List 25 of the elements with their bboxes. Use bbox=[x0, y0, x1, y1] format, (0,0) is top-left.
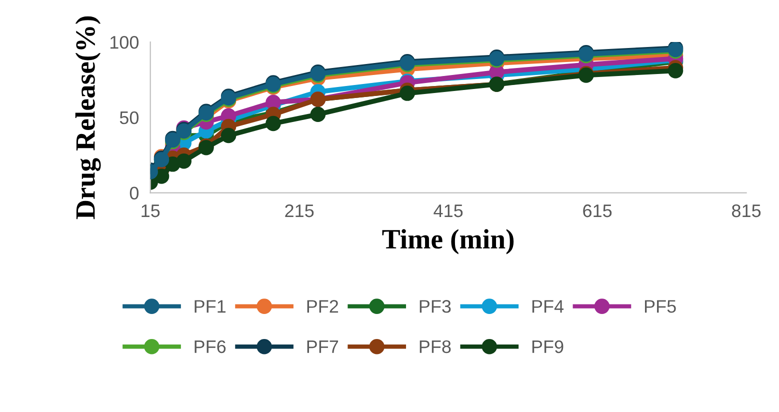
legend-label: PF5 bbox=[644, 300, 676, 313]
point bbox=[176, 154, 192, 169]
x-tick-label: 615 bbox=[583, 204, 612, 218]
y-tick-label: 0 bbox=[130, 186, 139, 200]
y-tick-label: 100 bbox=[110, 36, 139, 49]
legend-label: PF6 bbox=[194, 340, 226, 354]
legend-label: PF3 bbox=[420, 300, 451, 313]
legend-label: PF2 bbox=[307, 300, 338, 313]
legend-label: PF7 bbox=[307, 340, 338, 353]
legend-label: PF1 bbox=[194, 300, 226, 313]
x-tick-label: 815 bbox=[732, 204, 761, 218]
point bbox=[400, 86, 415, 101]
legend-label: PF8 bbox=[420, 340, 451, 354]
point bbox=[310, 106, 326, 122]
y-tick-label: 50 bbox=[120, 111, 139, 124]
x-axis-title: Time (min) bbox=[382, 229, 514, 254]
legend-label: PF9 bbox=[532, 340, 564, 354]
legend-label: PF4 bbox=[532, 300, 564, 313]
point bbox=[220, 128, 236, 144]
x-tick-label: 415 bbox=[434, 204, 463, 218]
x-tick-label: 15 bbox=[142, 204, 160, 218]
x-tick-label: 215 bbox=[285, 204, 314, 218]
point bbox=[668, 63, 684, 78]
point bbox=[266, 116, 281, 132]
y-axis-title: Drug Release(%) bbox=[75, 16, 101, 220]
